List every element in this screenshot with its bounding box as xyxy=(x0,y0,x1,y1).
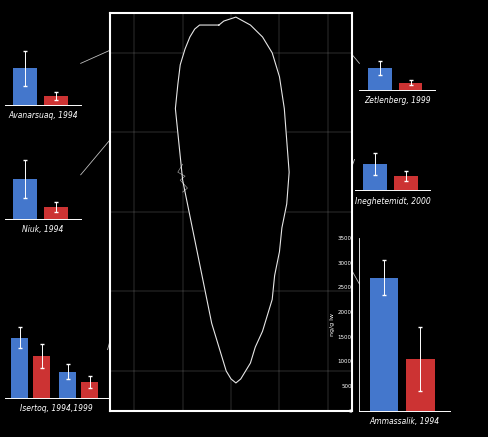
Bar xyxy=(367,68,391,90)
Text: Zetlenberg, 1999: Zetlenberg, 1999 xyxy=(363,96,430,105)
Bar xyxy=(59,372,76,398)
Bar xyxy=(13,68,37,105)
Y-axis label: ng/g lw: ng/g lw xyxy=(329,313,334,336)
Bar xyxy=(362,164,386,190)
Text: Ineghetemidt, 2000: Ineghetemidt, 2000 xyxy=(354,197,429,206)
Bar xyxy=(44,207,68,218)
Bar xyxy=(33,356,50,398)
Text: Avanarsuaq, 1994: Avanarsuaq, 1994 xyxy=(8,111,78,121)
Bar xyxy=(44,96,68,105)
Text: Ammassalik, 1994: Ammassalik, 1994 xyxy=(369,417,439,427)
Bar xyxy=(369,277,397,411)
Bar xyxy=(406,359,434,411)
Text: Niuk, 1994: Niuk, 1994 xyxy=(22,225,63,234)
Text: Isertoq, 1994,1999: Isertoq, 1994,1999 xyxy=(20,404,92,413)
Polygon shape xyxy=(175,17,288,383)
Bar xyxy=(11,338,28,398)
Bar xyxy=(398,83,422,90)
Bar xyxy=(81,382,98,398)
Bar xyxy=(393,176,417,190)
Bar xyxy=(13,179,37,218)
